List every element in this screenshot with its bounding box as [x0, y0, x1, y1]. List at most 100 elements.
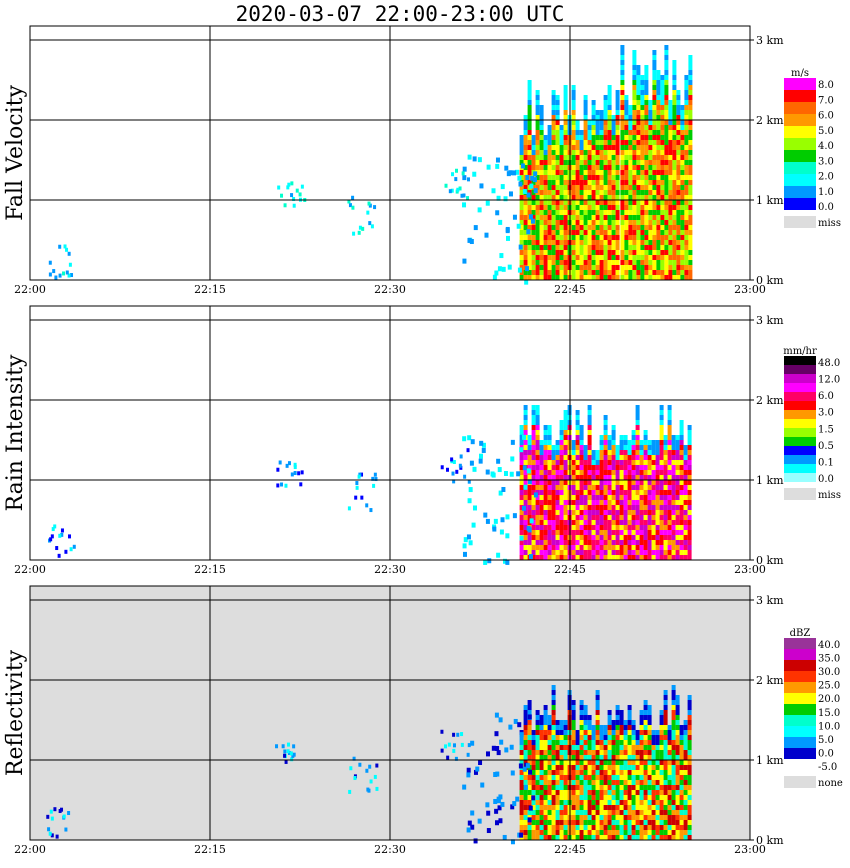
- echo-cell: [587, 160, 592, 165]
- echo-cell: [571, 120, 576, 125]
- echo-cell: [611, 825, 616, 830]
- echo-cell: [547, 430, 552, 435]
- echo-cell: [624, 260, 629, 265]
- echo-cell: [611, 500, 616, 505]
- echo-cell: [667, 405, 672, 410]
- echo-cell: [635, 730, 640, 735]
- echo-cell: [635, 485, 640, 490]
- echo-cell: [543, 200, 548, 205]
- colorbar-swatch: [784, 114, 816, 126]
- echo-cell: [660, 200, 665, 205]
- echo-cell: [611, 195, 616, 200]
- echo-cell: [659, 460, 664, 465]
- echo-cell: [603, 765, 608, 770]
- echo-cell: [595, 270, 600, 275]
- echo-cell: [675, 480, 680, 485]
- echo-cell: [527, 255, 532, 260]
- echo-cell: [667, 795, 672, 800]
- echo-cell: [527, 235, 532, 240]
- echo-cell: [563, 475, 568, 480]
- echo-cell: [531, 235, 536, 240]
- echo-cell: [623, 495, 628, 500]
- echo-cell: [509, 744, 514, 750]
- echo-cell: [587, 235, 592, 240]
- echo-cell: [563, 430, 568, 435]
- echo-cell: [648, 245, 653, 250]
- echo-cell: [672, 125, 677, 130]
- echo-cell: [675, 825, 680, 830]
- echo-cell: [286, 185, 290, 190]
- echo-cell: [611, 185, 616, 190]
- echo-cell: [555, 725, 560, 730]
- echo-cell: [631, 735, 636, 740]
- echo-cell: [515, 169, 520, 175]
- echo-cell: [652, 270, 657, 275]
- echo-cell: [583, 115, 588, 120]
- echo-cell: [583, 480, 588, 485]
- echo-cell: [607, 240, 612, 245]
- echo-cell: [611, 200, 616, 205]
- echo-cell: [547, 245, 552, 250]
- echo-cell: [551, 830, 556, 835]
- echo-cell: [631, 805, 636, 810]
- echo-cell: [687, 550, 692, 555]
- echo-cell: [639, 520, 644, 525]
- echo-cell: [684, 215, 689, 220]
- echo-cell: [615, 500, 620, 505]
- echo-cell: [632, 70, 637, 75]
- echo-cell: [655, 530, 660, 535]
- echo-cell: [603, 215, 608, 220]
- echo-cell: [539, 105, 544, 110]
- echo-cell: [503, 470, 508, 476]
- echo-cell: [667, 415, 672, 420]
- echo-cell: [587, 530, 592, 535]
- echo-cell: [450, 188, 454, 193]
- echo-cell: [611, 555, 616, 560]
- echo-cell: [368, 203, 372, 208]
- echo-cell: [648, 255, 653, 260]
- echo-cell: [519, 210, 524, 215]
- echo-cell: [615, 110, 620, 115]
- echo-cell: [519, 250, 524, 255]
- echo-cell: [631, 430, 636, 435]
- echo-cell: [687, 445, 692, 450]
- echo-cell: [655, 775, 660, 780]
- echo-cell: [555, 790, 560, 795]
- echo-cell: [628, 275, 633, 280]
- echo-cell: [660, 135, 665, 140]
- echo-cell: [671, 805, 676, 810]
- echo-cell: [679, 800, 684, 805]
- echo-cell: [587, 740, 592, 745]
- echo-cell: [523, 800, 528, 805]
- echo-cell: [603, 815, 608, 820]
- echo-cell: [539, 460, 544, 465]
- echo-cell: [563, 225, 568, 230]
- echo-cell: [575, 505, 580, 510]
- echo-cell: [595, 710, 600, 715]
- echo-cell: [684, 120, 689, 125]
- echo-cell: [615, 165, 620, 170]
- echo-cell: [640, 210, 645, 215]
- echo-cell: [599, 810, 604, 815]
- echo-cell: [663, 475, 668, 480]
- echo-cell: [636, 265, 641, 270]
- echo-cell: [539, 765, 544, 770]
- echo-cell: [611, 205, 616, 210]
- echo-cell: [462, 784, 467, 790]
- echo-cell: [571, 825, 576, 830]
- echo-cell: [559, 455, 564, 460]
- echo-cell: [543, 830, 548, 835]
- echo-cell: [687, 450, 692, 455]
- echo-cell: [559, 245, 564, 250]
- echo-cell: [620, 55, 625, 60]
- echo-cell: [571, 225, 576, 230]
- echo-cell: [667, 725, 672, 730]
- echo-cell: [668, 110, 673, 115]
- echo-cell: [660, 130, 665, 135]
- echo-cell: [663, 805, 668, 810]
- echo-cell: [611, 780, 616, 785]
- echo-cell: [559, 185, 564, 190]
- echo-cell: [684, 160, 689, 165]
- echo-cell: [647, 815, 652, 820]
- echo-cell: [555, 770, 560, 775]
